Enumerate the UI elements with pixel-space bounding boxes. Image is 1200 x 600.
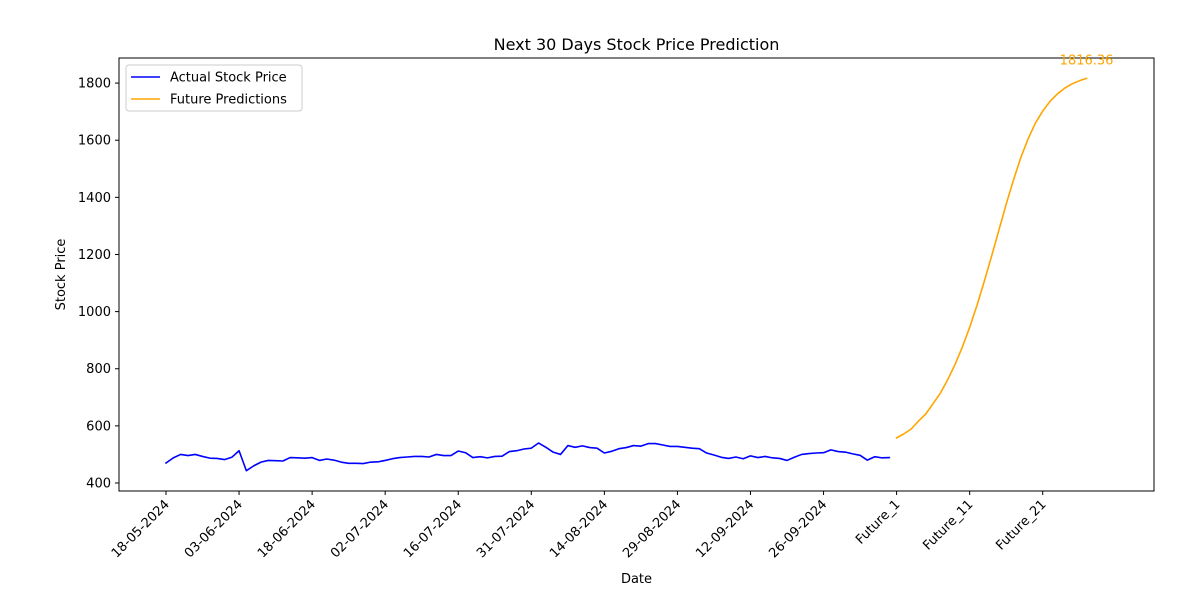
y-tick-label: 800: [86, 362, 111, 377]
y-tick-label: 600: [86, 419, 111, 434]
x-tick-label: 12-09-2024: [693, 497, 757, 561]
y-tick-label: 1600: [78, 134, 111, 149]
plot-marks: [164, 77, 1088, 472]
series-line-0: [164, 442, 891, 472]
x-tick-label: 14-08-2024: [547, 497, 611, 561]
plot-frame: [118, 57, 1155, 492]
x-tick-label: 31-07-2024: [474, 497, 538, 561]
x-tick-label: 26-09-2024: [766, 497, 830, 561]
x-axis: 18-05-2024 03-06-2024 18-06-2024 02-07-2024…: [109, 491, 1050, 561]
x-tick-label: 18-06-2024: [255, 497, 319, 561]
y-tick-label: 1400: [78, 191, 111, 206]
annotation-label: 1816.36: [1060, 53, 1114, 68]
x-axis-title: Date: [621, 572, 652, 587]
y-tick-label: 1000: [78, 305, 111, 320]
legend: Actual Stock Price Future Predictions: [125, 64, 303, 112]
legend-label-1: Future Predictions: [170, 93, 287, 108]
y-axis-title: Stock Price: [54, 239, 69, 311]
y-tick-label: 400: [86, 477, 111, 492]
x-tick-label: 16-07-2024: [401, 497, 465, 561]
y-axis: 400 600 800 1000 1200 1400 1600 1800: [78, 77, 119, 492]
x-tick-label: 29-08-2024: [620, 497, 684, 561]
legend-label-0: Actual Stock Price: [170, 71, 287, 86]
x-tick-label: 18-05-2024: [109, 497, 173, 561]
annotations: 1816.36: [1060, 53, 1114, 68]
chart-title: Next 30 Days Stock Price Prediction: [494, 35, 780, 54]
x-tick-label: Future_21: [993, 497, 1049, 553]
series-line-1: [895, 77, 1088, 439]
y-tick-label: 1200: [78, 248, 111, 263]
x-tick-label: Future_1: [853, 497, 903, 547]
x-tick-label: 03-06-2024: [182, 497, 246, 561]
x-tick-label: 02-07-2024: [328, 497, 392, 561]
x-tick-label: Future_11: [920, 497, 976, 553]
legend-box: [125, 64, 303, 112]
y-tick-label: 1800: [78, 77, 111, 92]
